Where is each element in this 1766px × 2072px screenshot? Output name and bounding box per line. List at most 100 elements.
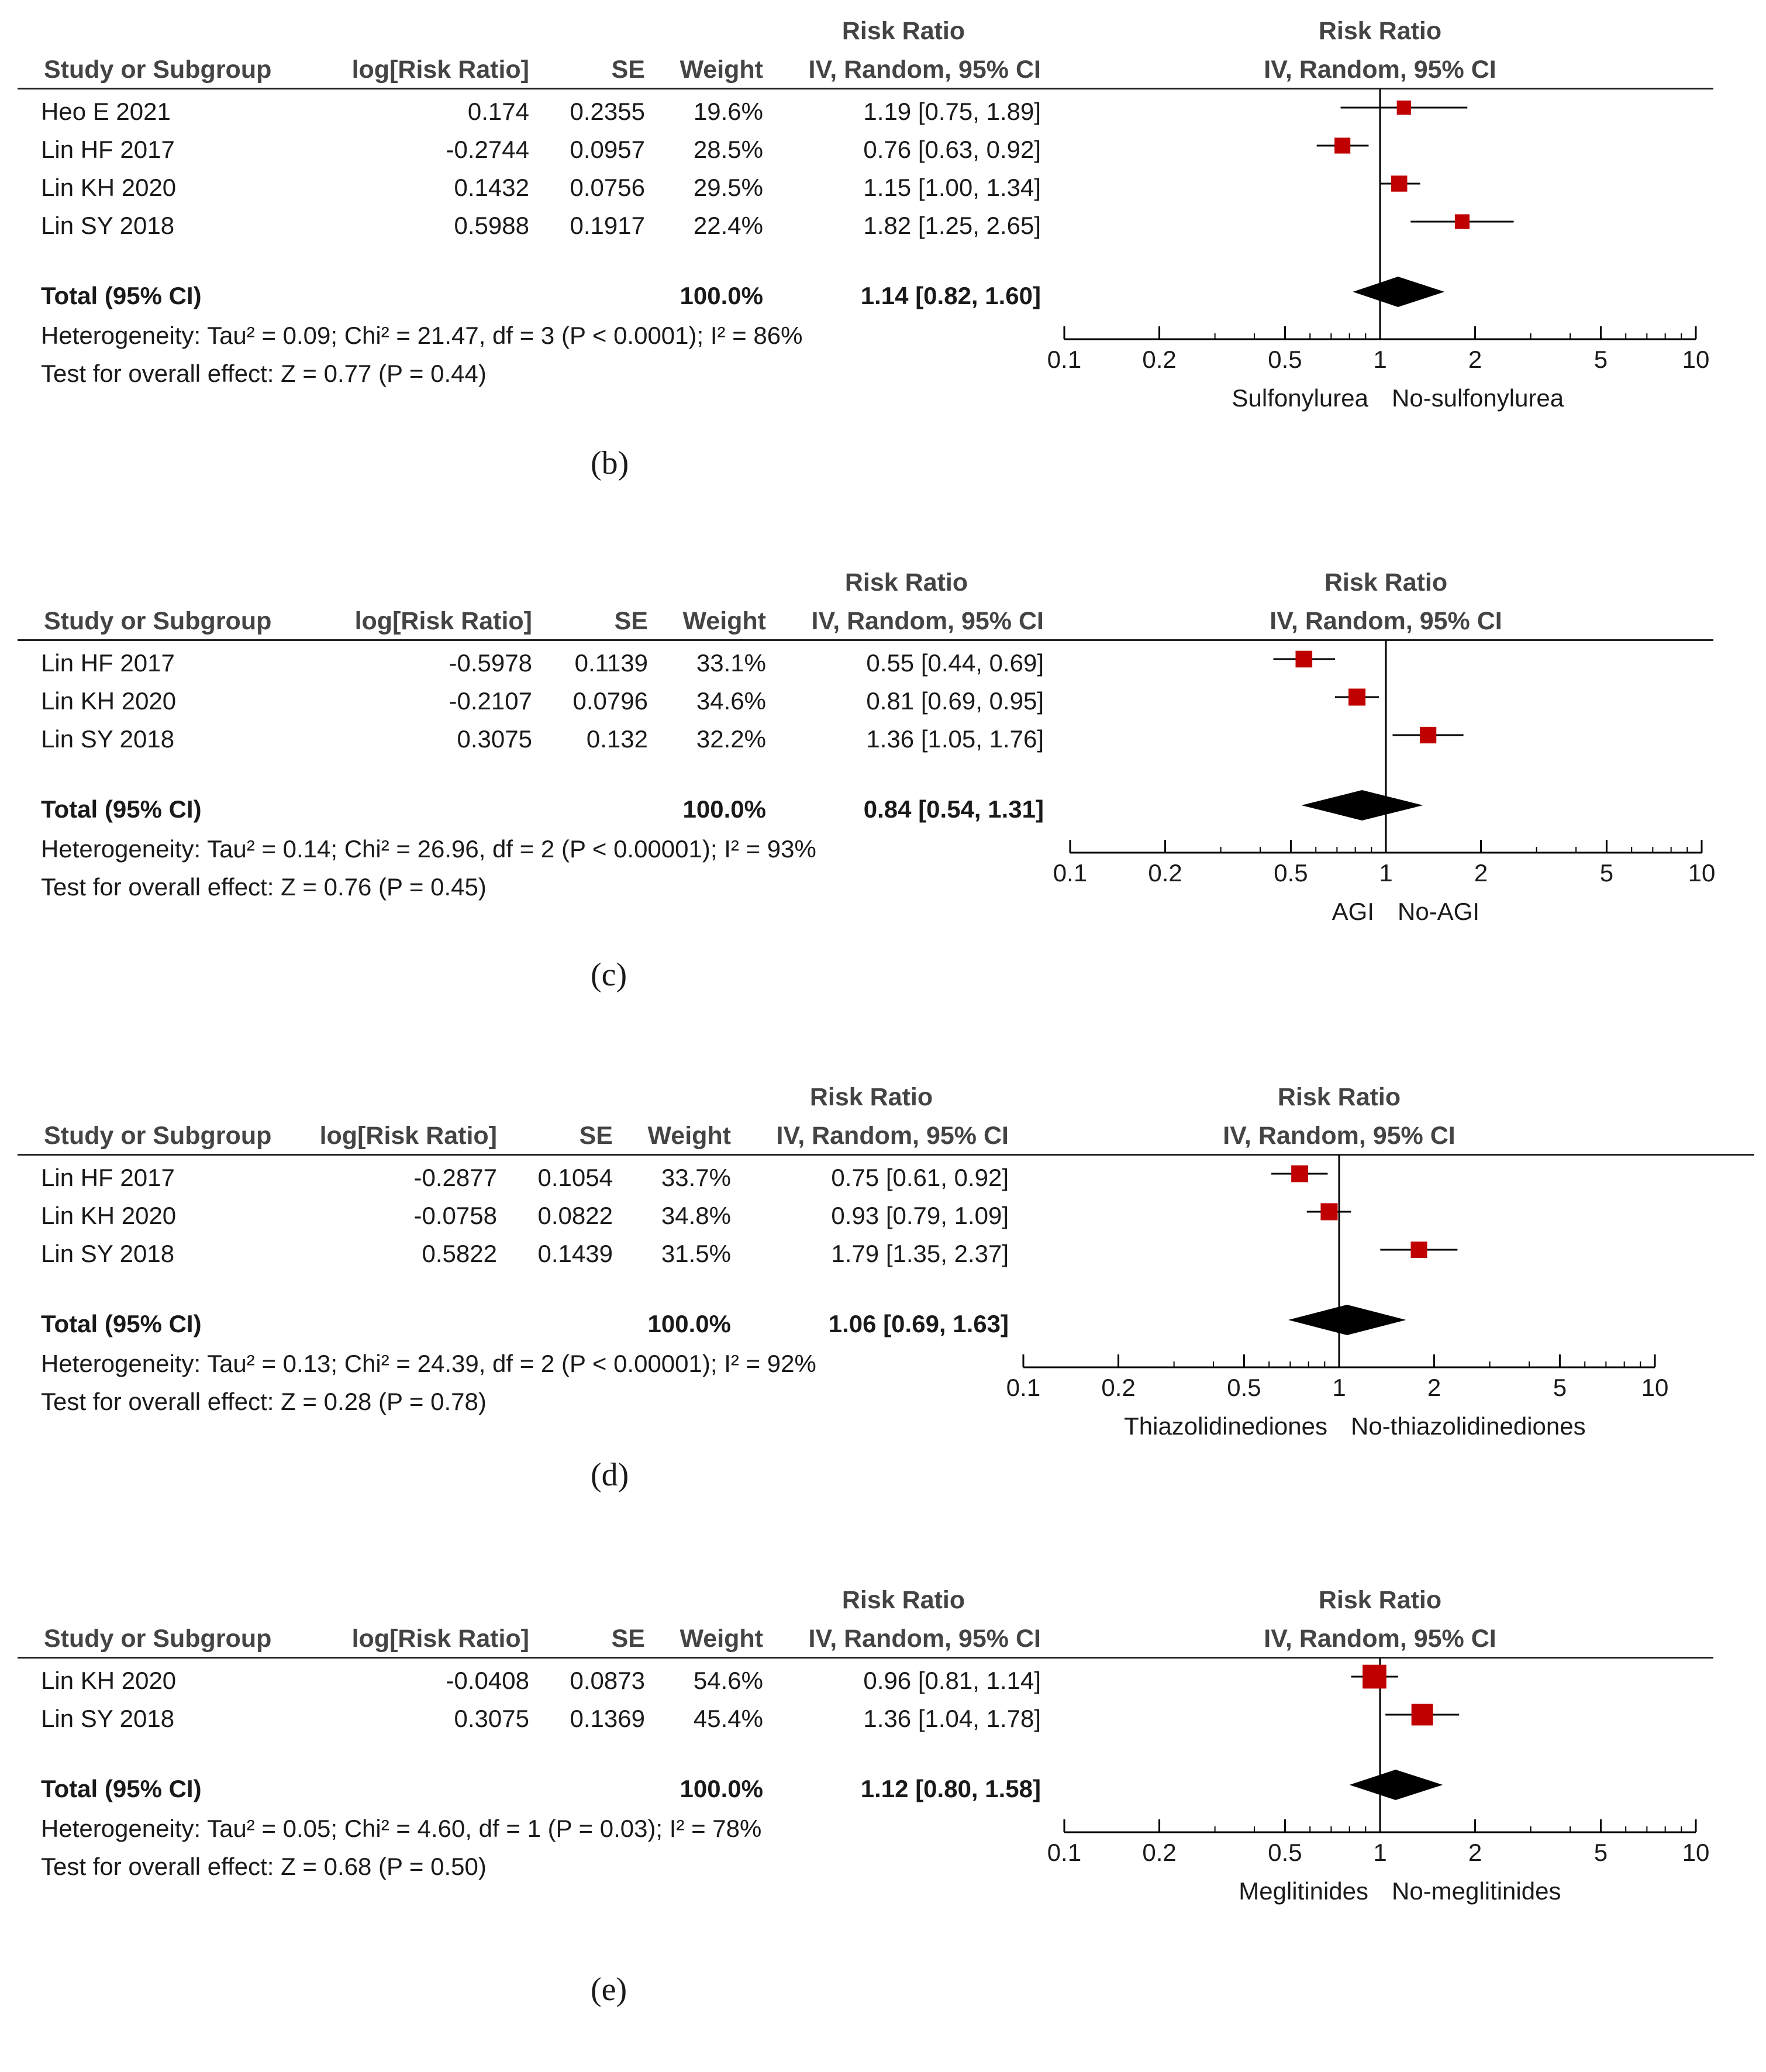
study-point-marker [1411,1704,1433,1726]
plot-method: IV, Random, 95% CI [1264,56,1496,84]
study-weight: 34.6% [696,687,766,715]
total-weight: 100.0% [647,1310,731,1337]
study-weight: 54.6% [693,1667,763,1694]
x-tick-label: 0.2 [1148,859,1182,887]
study-logrr: 0.5822 [422,1240,497,1267]
total-ci: 1.12 [0.80, 1.58] [860,1775,1041,1802]
x-tick-label: 5 [1553,1374,1567,1401]
study-point-marker [1419,726,1437,744]
study-ci: 0.75 [0.61, 0.92] [831,1164,1009,1191]
study-logrr: 0.3075 [454,1705,529,1732]
study-point-marker [1295,650,1313,668]
x-tick-label: 5 [1599,859,1614,887]
study-name: Lin HF 2017 [41,649,175,677]
study-logrr: 0.1432 [454,174,529,201]
ci-column-header: IV, Random, 95% CI [811,607,1044,635]
study-name: Lin KH 2020 [41,174,177,201]
x-tick-label: 0.2 [1101,1374,1136,1401]
se-column-header: SE [579,1122,613,1150]
study-logrr: 0.3075 [457,725,532,753]
study-name: Lin SY 2018 [41,212,175,239]
x-tick-label: 2 [1468,1839,1482,1866]
overall-effect-text: Test for overall effect: Z = 0.76 (P = 0… [41,873,487,901]
study-logrr: 0.174 [467,98,529,125]
x-tick-label: 0.1 [1047,1839,1082,1866]
logrr-column-header: log[Risk Ratio] [319,1122,497,1150]
study-ci: 1.36 [1.05, 1.76] [866,725,1044,753]
study-name: Heo E 2021 [41,98,171,125]
favours-right-label: No-sulfonylurea [1392,384,1564,412]
favours-right-label: No-AGI [1398,898,1480,925]
heterogeneity-text: Heterogeneity: Tau² = 0.05; Chi² = 4.60,… [41,1815,762,1842]
x-tick-label: 1 [1379,859,1393,887]
heterogeneity-text: Heterogeneity: Tau² = 0.13; Chi² = 24.39… [41,1350,816,1377]
study-weight: 31.5% [661,1240,731,1267]
study-point-marker [1334,137,1351,154]
ci-column-header: IV, Random, 95% CI [808,56,1041,84]
x-tick-label: 10 [1688,859,1716,887]
panel-label: (b) [591,445,629,481]
plot-method: IV, Random, 95% CI [1270,607,1502,635]
favours-left-label: AGI [1332,898,1374,925]
overall-effect-text: Test for overall effect: Z = 0.68 (P = 0… [41,1853,487,1880]
study-column-header: Study or Subgroup [44,1625,272,1653]
study-se: 0.2355 [570,98,645,125]
study-se: 0.1439 [537,1240,613,1267]
total-label: Total (95% CI) [41,282,202,309]
favours-right-label: No-meglitinides [1392,1877,1561,1905]
plot-method: IV, Random, 95% CI [1223,1122,1455,1150]
x-tick-label: 10 [1682,346,1710,373]
study-weight: 34.8% [661,1202,731,1229]
header-rule [18,88,1713,89]
logrr-column-header: log[Risk Ratio] [351,56,529,84]
risk-ratio-title: Risk Ratio [844,568,968,597]
study-point-marker [1396,100,1411,115]
study-name: Lin SY 2018 [41,725,175,753]
study-ci: 0.55 [0.44, 0.69] [866,649,1044,677]
study-logrr: -0.2107 [449,687,532,715]
favours-left-label: Thiazolidinediones [1124,1412,1327,1440]
plot-title: Risk Ratio [1318,1586,1442,1614]
forest-panel: Risk Ratio Study or Subgroup log[Risk Rati… [0,1569,1766,2072]
x-tick-label: 0.5 [1227,1374,1261,1401]
pooled-estimate-diamond [1349,1770,1443,1800]
forest-plot-svg [1022,1155,1656,1368]
risk-ratio-title: Risk Ratio [809,1083,933,1111]
study-weight: 19.6% [693,98,763,125]
plot-method: IV, Random, 95% CI [1264,1625,1496,1653]
ci-column-header: IV, Random, 95% CI [808,1625,1041,1653]
x-tick-label: 1 [1373,346,1387,373]
plot-title: Risk Ratio [1324,568,1448,597]
risk-ratio-title: Risk Ratio [841,1586,965,1614]
study-logrr: -0.0758 [413,1202,497,1229]
study-ci: 1.15 [1.00, 1.34] [863,174,1041,201]
se-column-header: SE [611,56,645,84]
study-logrr: -0.0408 [446,1667,529,1694]
x-tick-label: 10 [1682,1839,1710,1866]
total-ci: 1.14 [0.82, 1.60] [860,282,1041,309]
study-ci: 1.19 [0.75, 1.89] [863,98,1041,125]
x-tick-label: 5 [1593,346,1608,373]
study-se: 0.132 [586,725,648,753]
se-column-header: SE [614,607,648,635]
study-weight: 33.1% [696,649,766,677]
study-ci: 0.93 [0.79, 1.09] [831,1202,1009,1229]
study-se: 0.0796 [572,687,648,715]
study-point-marker [1363,1664,1386,1689]
header-rule [18,1154,1754,1156]
study-point-marker [1410,1241,1427,1259]
x-tick-label: 2 [1468,346,1482,373]
weight-column-header: Weight [680,1625,763,1653]
panel-label: (d) [591,1457,629,1493]
pooled-estimate-diamond [1353,277,1445,307]
x-tick-label: 0.5 [1268,1839,1302,1866]
x-tick-label: 0.1 [1006,1374,1041,1401]
study-ci: 0.96 [0.81, 1.14] [863,1667,1041,1694]
study-logrr: -0.2877 [413,1164,497,1191]
study-se: 0.0873 [570,1667,645,1694]
total-weight: 100.0% [682,795,766,823]
pooled-estimate-diamond [1288,1305,1406,1335]
total-label: Total (95% CI) [41,1775,202,1802]
total-weight: 100.0% [680,1775,763,1802]
panel-label: (c) [591,957,627,993]
